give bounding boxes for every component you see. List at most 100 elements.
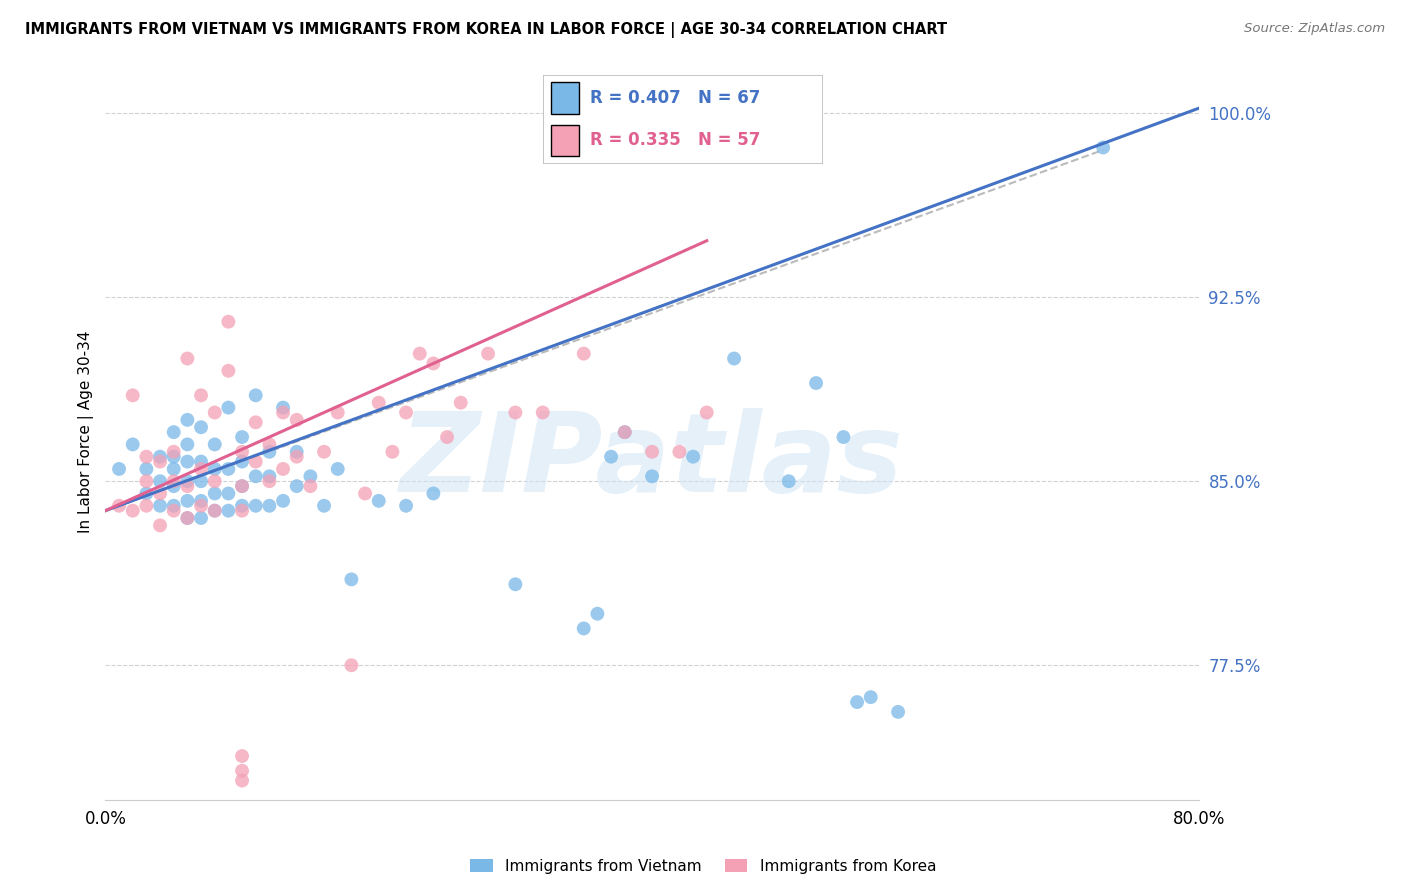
- Point: [354, 486, 377, 500]
- Point: [204, 462, 226, 476]
- Point: [887, 705, 910, 719]
- Point: [231, 479, 253, 493]
- Point: [245, 469, 267, 483]
- Point: [1092, 140, 1115, 154]
- Point: [505, 577, 527, 591]
- Point: [312, 444, 335, 458]
- Point: [245, 454, 267, 468]
- Text: Source: ZipAtlas.com: Source: ZipAtlas.com: [1244, 22, 1385, 36]
- Point: [204, 486, 226, 500]
- Point: [231, 749, 253, 764]
- Point: [176, 437, 198, 451]
- Point: [259, 474, 281, 488]
- Point: [135, 450, 157, 464]
- Point: [176, 479, 198, 493]
- Point: [163, 425, 186, 439]
- Point: [176, 454, 198, 468]
- Point: [271, 493, 294, 508]
- Point: [395, 499, 418, 513]
- Point: [231, 499, 253, 513]
- Point: [231, 764, 253, 778]
- Point: [163, 479, 186, 493]
- Point: [217, 503, 239, 517]
- Point: [163, 474, 186, 488]
- Point: [231, 454, 253, 468]
- Point: [231, 444, 253, 458]
- Point: [285, 444, 308, 458]
- Point: [436, 430, 458, 444]
- Point: [299, 469, 322, 483]
- Point: [176, 351, 198, 366]
- Point: [245, 388, 267, 402]
- Point: [505, 405, 527, 419]
- Point: [804, 376, 827, 390]
- Point: [586, 607, 609, 621]
- Point: [217, 462, 239, 476]
- Point: [204, 405, 226, 419]
- Point: [641, 444, 664, 458]
- Point: [572, 346, 595, 360]
- Point: [190, 388, 212, 402]
- Point: [176, 493, 198, 508]
- Point: [190, 511, 212, 525]
- Point: [217, 401, 239, 415]
- Point: [121, 388, 143, 402]
- Point: [326, 462, 349, 476]
- Point: [477, 346, 499, 360]
- Point: [231, 773, 253, 788]
- Point: [696, 405, 718, 419]
- Point: [176, 511, 198, 525]
- Point: [367, 493, 389, 508]
- Point: [641, 469, 664, 483]
- Point: [176, 511, 198, 525]
- Point: [190, 493, 212, 508]
- Point: [531, 405, 554, 419]
- Point: [422, 356, 444, 370]
- Point: [135, 486, 157, 500]
- Point: [340, 658, 363, 673]
- Legend: Immigrants from Vietnam, Immigrants from Korea: Immigrants from Vietnam, Immigrants from…: [464, 853, 942, 880]
- Y-axis label: In Labor Force | Age 30-34: In Labor Force | Age 30-34: [79, 331, 94, 533]
- Point: [340, 573, 363, 587]
- Point: [149, 454, 172, 468]
- Point: [299, 479, 322, 493]
- Point: [572, 622, 595, 636]
- Point: [108, 462, 131, 476]
- Point: [259, 444, 281, 458]
- Point: [613, 425, 636, 439]
- Point: [190, 420, 212, 434]
- Point: [285, 413, 308, 427]
- Point: [312, 499, 335, 513]
- Point: [395, 405, 418, 419]
- Point: [135, 499, 157, 513]
- Point: [600, 450, 623, 464]
- Point: [245, 499, 267, 513]
- Point: [204, 503, 226, 517]
- Point: [135, 462, 157, 476]
- Point: [285, 450, 308, 464]
- Point: [204, 437, 226, 451]
- Point: [204, 474, 226, 488]
- Point: [409, 346, 432, 360]
- Point: [149, 518, 172, 533]
- Point: [846, 695, 869, 709]
- Point: [217, 315, 239, 329]
- Point: [259, 437, 281, 451]
- Point: [682, 450, 704, 464]
- Point: [245, 415, 267, 429]
- Point: [163, 503, 186, 517]
- Point: [326, 405, 349, 419]
- Point: [190, 454, 212, 468]
- Point: [121, 503, 143, 517]
- Point: [231, 430, 253, 444]
- Point: [163, 450, 186, 464]
- Text: ZIPatlas: ZIPatlas: [401, 408, 904, 515]
- Point: [422, 486, 444, 500]
- Point: [859, 690, 882, 705]
- Point: [259, 499, 281, 513]
- Point: [613, 425, 636, 439]
- Point: [832, 430, 855, 444]
- Point: [121, 437, 143, 451]
- Point: [778, 474, 800, 488]
- Point: [271, 462, 294, 476]
